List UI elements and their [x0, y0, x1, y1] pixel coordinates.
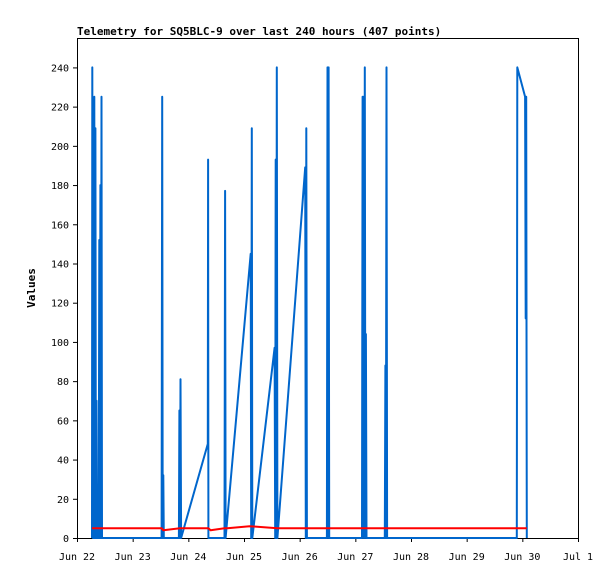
y-tick-label: 200	[51, 142, 69, 153]
y-tick-label: 160	[51, 220, 69, 231]
x-tick-label: Jun 26	[282, 552, 318, 563]
chart-title: Telemetry for SQ5BLC-9 over last 240 hou…	[77, 25, 441, 38]
y-tick-label: 180	[51, 181, 69, 192]
y-tick-label: 80	[57, 377, 69, 388]
y-tick-label: 240	[51, 63, 69, 74]
y-tick-label: 0	[63, 534, 69, 545]
x-tick-label: Jun 27	[337, 552, 373, 563]
x-axis: Jun 22 Jun 23 Jun 24 Jun 25 Jun 26 Jun 27 Jun …	[59, 538, 593, 563]
series-group	[91, 66, 528, 539]
y-tick-label: 140	[51, 259, 69, 270]
y-tick-label: 40	[57, 456, 69, 467]
y-tick-label: 100	[51, 338, 69, 349]
y-axis: 0 20 40 60 80 100 120 140 160 180 200 220 240	[51, 63, 77, 545]
y-axis-label: Values	[25, 268, 38, 308]
series-line-blue	[91, 66, 528, 539]
y-tick-label: 120	[51, 299, 69, 310]
x-tick-label: Jun 28	[393, 552, 429, 563]
x-tick-label: Jul 1	[563, 552, 593, 563]
x-tick-label: Jun 22	[59, 552, 95, 563]
x-tick-label: Jun 24	[170, 552, 206, 563]
x-tick-label: Jun 25	[226, 552, 262, 563]
y-tick-label: 60	[57, 416, 69, 427]
x-tick-label: Jun 29	[449, 552, 485, 563]
y-tick-label: 20	[57, 495, 69, 506]
x-tick-label: Jun 23	[115, 552, 151, 563]
x-tick-label: Jun 30	[504, 552, 540, 563]
series-line-red	[92, 525, 527, 532]
y-tick-label: 220	[51, 103, 69, 114]
